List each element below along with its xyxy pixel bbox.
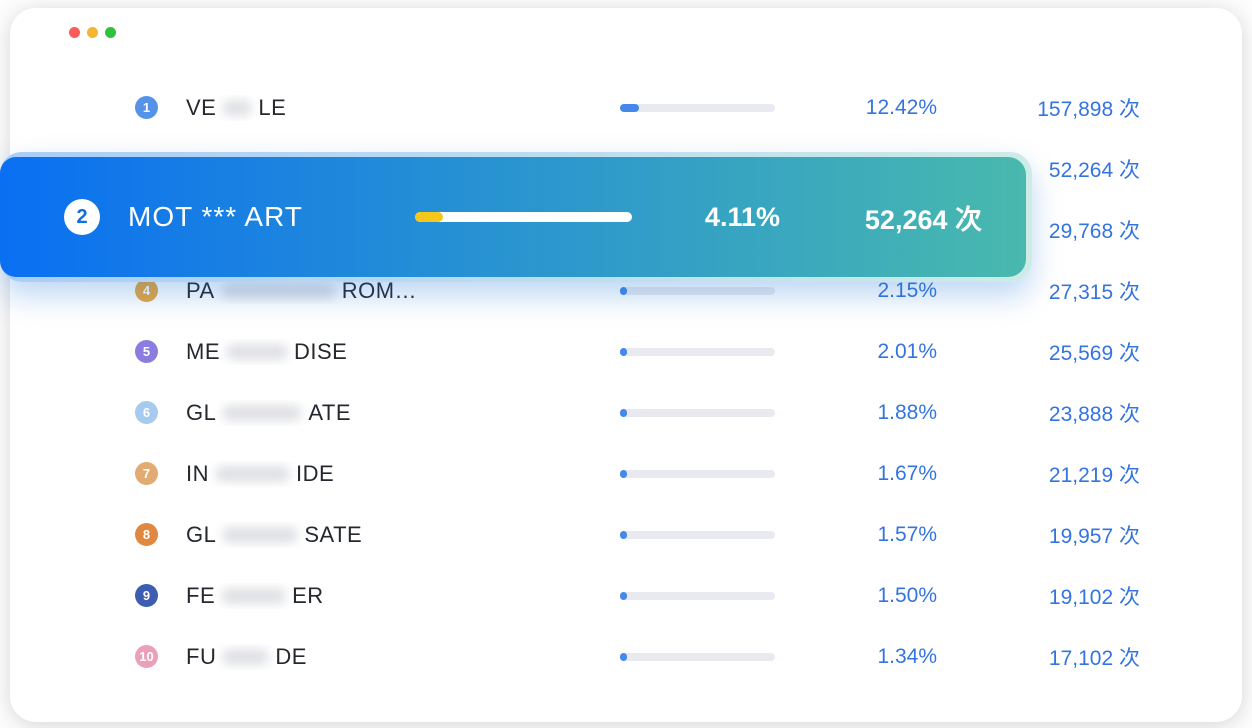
table-row[interactable]: 2 52,264 次 [10,138,1242,199]
row-label-prefix: GL [186,521,217,547]
row-label-suffix: IDE [296,460,335,486]
redacted-text [220,282,336,299]
count: 17,102 次 [1048,646,1140,670]
progress-fill [620,408,627,417]
count: 29,768 次 [1048,219,1140,243]
progress-bar [620,103,775,112]
zoom-button[interactable] [105,27,116,38]
highlighted-row-body: 2 MOT *** ART 4.11% 52,264 次 [0,157,1026,277]
row-label-prefix: IN [186,460,209,486]
rank-badge: 9 [135,584,158,607]
table-row[interactable]: 6 GL ATE 1.88% 23,888 次 [10,382,1242,443]
percentage: 1.88% [877,400,937,424]
close-button[interactable] [69,27,80,38]
count: 157,898 次 [1037,97,1140,121]
progress-fill [620,286,627,295]
percentage: 1.67% [877,461,937,485]
progress-bar [620,652,775,661]
row-label-prefix: FU [186,643,217,669]
redacted-text [221,587,287,604]
progress-fill [620,103,640,112]
table-row[interactable]: 5 ME DISE 2.01% 25,569 次 [10,321,1242,382]
row-label: IN IDE [186,461,620,487]
table-row[interactable]: 7 IN IDE 1.67% 21,219 次 [10,443,1242,504]
row-label-suffix: ER [292,582,324,608]
ranking-list: 1 VE LE 12.42% 157,898 次 2 52,264 次 3 [10,77,1242,687]
row-label: GL SATE [186,522,620,548]
progress-fill [415,212,443,222]
progress-bar [620,591,775,600]
progress-bar [415,212,632,222]
rank-badge: 2 [64,199,100,235]
rank-badge: 6 [135,401,158,424]
rank-badge: 7 [135,462,158,485]
progress-bar [620,408,775,417]
row-label-prefix: ME [186,338,220,364]
redacted-text [222,404,303,421]
row-label: FE ER [186,583,620,609]
row-label-suffix: LE [258,94,287,120]
table-row[interactable]: 9 FE ER 1.50% 19,102 次 [10,565,1242,626]
redacted-text [222,99,253,116]
redacted-text [222,648,270,665]
minimize-button[interactable] [87,27,98,38]
progress-fill [620,530,627,539]
percentage: 2.15% [877,278,937,302]
rank-badge: 10 [135,645,158,668]
count: 52,264 次 [1048,158,1140,182]
percentage: 12.42% [865,95,937,119]
row-label: GL ATE [186,400,620,426]
row-label: MOT *** ART [128,201,303,232]
redacted-text [222,526,299,543]
row-label-prefix: FE [186,582,216,608]
count: 27,315 次 [1048,280,1140,304]
percentage: 1.57% [877,522,937,546]
row-label: VE LE [186,95,620,121]
progress-bar [620,347,775,356]
rank-badge: 4 [135,279,158,302]
rank-badge: 1 [135,96,158,119]
highlighted-row-card[interactable]: 2 MOT *** ART 4.11% 52,264 次 [0,152,1032,282]
count: 23,888 次 [1048,402,1140,426]
row-label-suffix: DISE [294,338,348,364]
table-row[interactable]: 4 PA ROM… 2.15% 27,315 次 [10,260,1242,321]
percentage: 1.50% [877,583,937,607]
count: 19,957 次 [1048,524,1140,548]
row-label-prefix: VE [186,94,217,120]
row-label-suffix: DE [275,643,307,669]
percentage: 4.11% [704,201,780,232]
rank-badge: 8 [135,523,158,546]
count: 19,102 次 [1048,585,1140,609]
row-label-prefix: GL [186,399,217,425]
app-window: 1 VE LE 12.42% 157,898 次 2 52,264 次 3 [10,8,1242,722]
row-label: FU DE [186,644,620,670]
window-titlebar [10,8,1242,38]
row-label-suffix: SATE [304,521,363,547]
count: 21,219 次 [1048,463,1140,487]
progress-fill [620,652,627,661]
percentage: 1.34% [877,644,937,668]
progress-fill [620,591,627,600]
progress-bar [620,530,775,539]
row-label: ME DISE [186,339,620,365]
rank-badge: 5 [135,340,158,363]
progress-fill [620,469,627,478]
table-row[interactable]: 10 FU DE 1.34% 17,102 次 [10,626,1242,687]
percentage: 2.01% [877,339,937,363]
redacted-text [226,343,288,360]
progress-fill [620,347,627,356]
progress-bar [620,469,775,478]
row-label-suffix: ATE [308,399,352,425]
count: 25,569 次 [1048,341,1140,365]
redacted-text [215,465,290,482]
progress-bar [620,286,775,295]
table-row[interactable]: 8 GL SATE 1.57% 19,957 次 [10,504,1242,565]
table-row[interactable]: 1 VE LE 12.42% 157,898 次 [10,77,1242,138]
table-row[interactable]: 3 29,768 次 [10,199,1242,260]
count: 52,264 次 [864,204,982,235]
